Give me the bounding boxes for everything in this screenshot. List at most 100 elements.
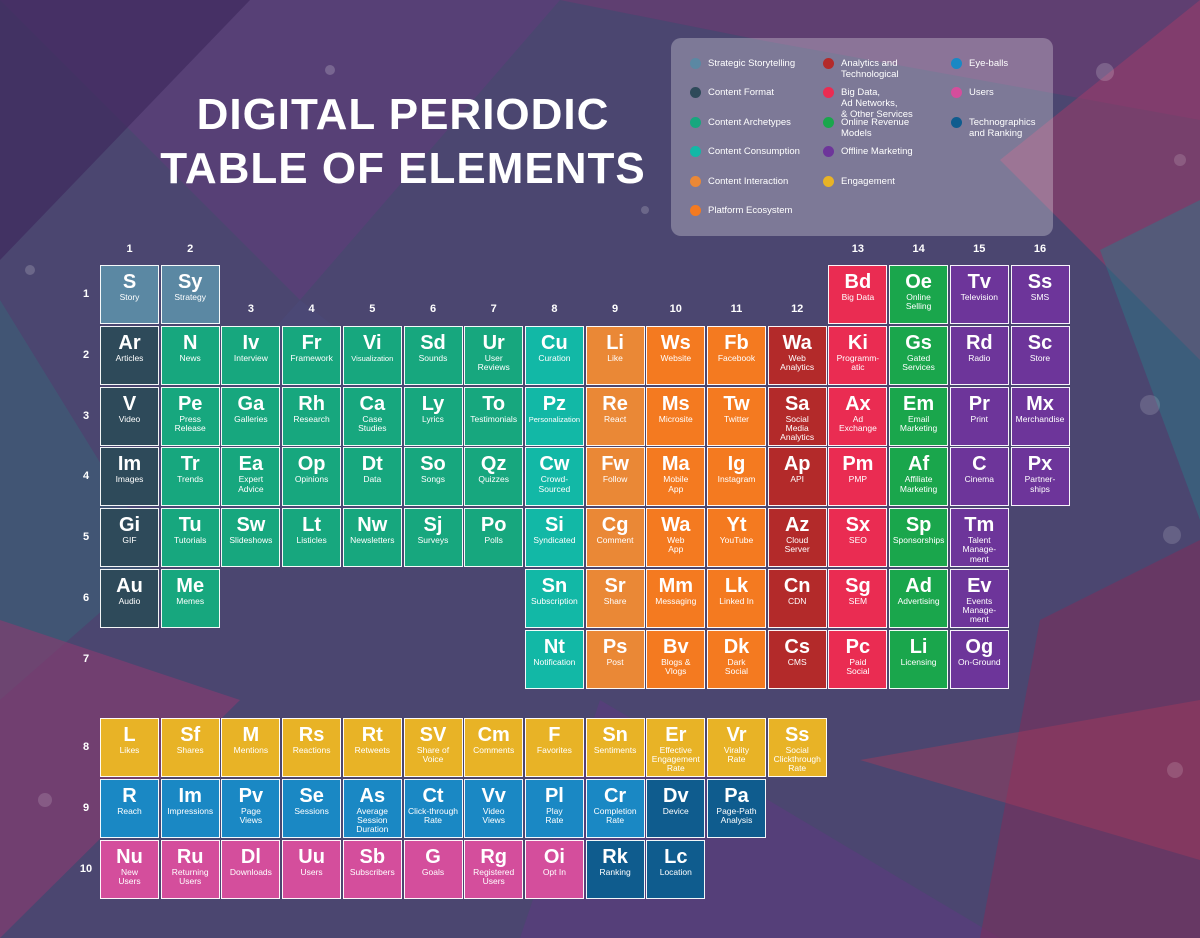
element-name: Downloads bbox=[229, 866, 272, 877]
element-tile: Wa Web App bbox=[646, 508, 706, 568]
element-symbol: Dl bbox=[240, 845, 261, 868]
element-symbol: Ly bbox=[421, 392, 445, 415]
element-tile: Fr Framework bbox=[282, 325, 342, 385]
element-symbol: Fr bbox=[301, 331, 322, 354]
element-symbol: Dk bbox=[723, 635, 750, 658]
element-name: Polls bbox=[484, 535, 503, 546]
element-name: Advertising bbox=[897, 596, 940, 606]
element-symbol: Sr bbox=[604, 575, 626, 597]
element-symbol: Cs bbox=[784, 635, 810, 658]
element-tile: M Mentions bbox=[221, 718, 281, 777]
element-tile: N News bbox=[160, 325, 220, 385]
element-symbol: Dv bbox=[663, 784, 689, 807]
element-tile: Pc Paid Social bbox=[828, 629, 888, 689]
element-symbol: Im bbox=[117, 453, 142, 476]
element-name: Messaging bbox=[655, 596, 697, 606]
element-symbol: Bd bbox=[844, 271, 872, 293]
element-symbol: Op bbox=[297, 453, 326, 476]
column-number: 2 bbox=[187, 243, 194, 255]
element-symbol: Sf bbox=[180, 724, 201, 746]
element-tile: Dt Data bbox=[342, 447, 402, 507]
element-tile: Sp Sponsorships bbox=[889, 508, 949, 568]
element-symbol: Sy bbox=[177, 271, 203, 293]
element-symbol: Sw bbox=[236, 514, 266, 537]
element-tile: Dl Downloads bbox=[221, 839, 281, 899]
element-tile: Iv Interview bbox=[221, 325, 281, 385]
row-number: 3 bbox=[82, 409, 90, 422]
legend-swatch-icon bbox=[690, 87, 701, 99]
element-name: Website bbox=[660, 352, 692, 363]
element-name: Tutorials bbox=[174, 535, 207, 546]
element-symbol: Tv bbox=[967, 271, 991, 293]
element-tile: Dk Dark Social bbox=[707, 629, 766, 689]
element-tile: Rh Research bbox=[282, 386, 342, 446]
element-tile: So Songs bbox=[403, 447, 463, 507]
element-tile: Li Like bbox=[585, 325, 645, 385]
column-number: 10 bbox=[669, 303, 682, 315]
element-tile: Bd Big Data bbox=[828, 265, 888, 324]
legend-label: Technographics and Ranking bbox=[969, 116, 1036, 139]
legend-item: Users bbox=[951, 87, 994, 99]
element-tile: Lc Location bbox=[646, 839, 706, 899]
element-name: Opinions bbox=[294, 474, 329, 485]
element-tile: Ps Post bbox=[585, 629, 645, 689]
element-symbol: Cg bbox=[601, 514, 629, 537]
element-symbol: Ps bbox=[602, 635, 628, 658]
element-symbol: Tm bbox=[964, 514, 995, 537]
element-symbol: Pc bbox=[845, 635, 871, 658]
element-symbol: Ap bbox=[783, 453, 811, 476]
row-number: 9 bbox=[82, 801, 90, 814]
legend-item: Online Revenue Models bbox=[823, 116, 909, 139]
element-symbol: Re bbox=[602, 392, 628, 415]
legend-item: Content Archetypes bbox=[690, 116, 791, 128]
element-name: Quizzes bbox=[478, 474, 510, 485]
element-tile: Rk Ranking bbox=[585, 839, 645, 899]
element-symbol: Bv bbox=[663, 635, 689, 658]
legend-swatch-icon bbox=[823, 146, 834, 158]
element-name: Post bbox=[606, 656, 624, 667]
element-name: Syndicated bbox=[533, 535, 576, 546]
element-name: Events Manage- ment bbox=[962, 596, 997, 625]
element-symbol: Sa bbox=[784, 392, 810, 415]
element-name: Comments bbox=[473, 745, 515, 755]
element-tile: R Reach bbox=[100, 778, 159, 838]
element-symbol: Ss bbox=[784, 724, 810, 746]
element-name: Story bbox=[119, 292, 140, 302]
element-tile: Ss SMS bbox=[1010, 265, 1070, 324]
element-name: Surveys bbox=[417, 535, 449, 546]
legend-swatch-icon bbox=[951, 116, 962, 128]
element-symbol: Me bbox=[176, 575, 205, 597]
element-name: Curation bbox=[538, 352, 571, 363]
element-symbol: Vr bbox=[726, 724, 747, 746]
legend-label: Content Interaction bbox=[708, 175, 789, 187]
element-name: Opt In bbox=[542, 866, 566, 877]
element-tile: Dv Device bbox=[646, 778, 706, 838]
element-tile: Au Audio bbox=[100, 569, 159, 628]
element-symbol: S bbox=[122, 271, 137, 293]
element-symbol: Ca bbox=[359, 392, 386, 415]
legend-item: Big Data, Ad Networks, & Other Services bbox=[823, 87, 913, 120]
element-symbol: Pl bbox=[544, 784, 564, 807]
element-symbol: Si bbox=[544, 514, 564, 537]
element-name: SEO bbox=[848, 535, 867, 546]
element-tile: Rg Registered Users bbox=[464, 839, 524, 899]
legend-swatch-icon bbox=[823, 116, 834, 128]
element-name: Visualization bbox=[351, 353, 394, 363]
legend-item: Content Format bbox=[690, 87, 774, 99]
element-tile: Ur User Reviews bbox=[464, 325, 524, 385]
element-name: Sessions bbox=[294, 805, 329, 816]
element-tile: G Goals bbox=[403, 839, 463, 899]
element-tile: C Cinema bbox=[949, 447, 1009, 507]
element-name: Web App bbox=[667, 535, 685, 555]
row-number: 8 bbox=[82, 741, 90, 753]
element-tile: Sc Store bbox=[1010, 325, 1070, 385]
element-tile: Og On-Ground bbox=[949, 629, 1009, 689]
element-tile: Nt Notification bbox=[524, 629, 584, 689]
element-symbol: Rt bbox=[361, 724, 383, 746]
element-tile: Mm Messaging bbox=[646, 569, 706, 628]
element-name: PMP bbox=[848, 474, 868, 485]
element-symbol: Dt bbox=[361, 453, 383, 476]
element-symbol: Rd bbox=[965, 331, 993, 354]
element-name: Notification bbox=[533, 656, 576, 667]
element-name: Crowd- Sourced bbox=[538, 474, 571, 494]
